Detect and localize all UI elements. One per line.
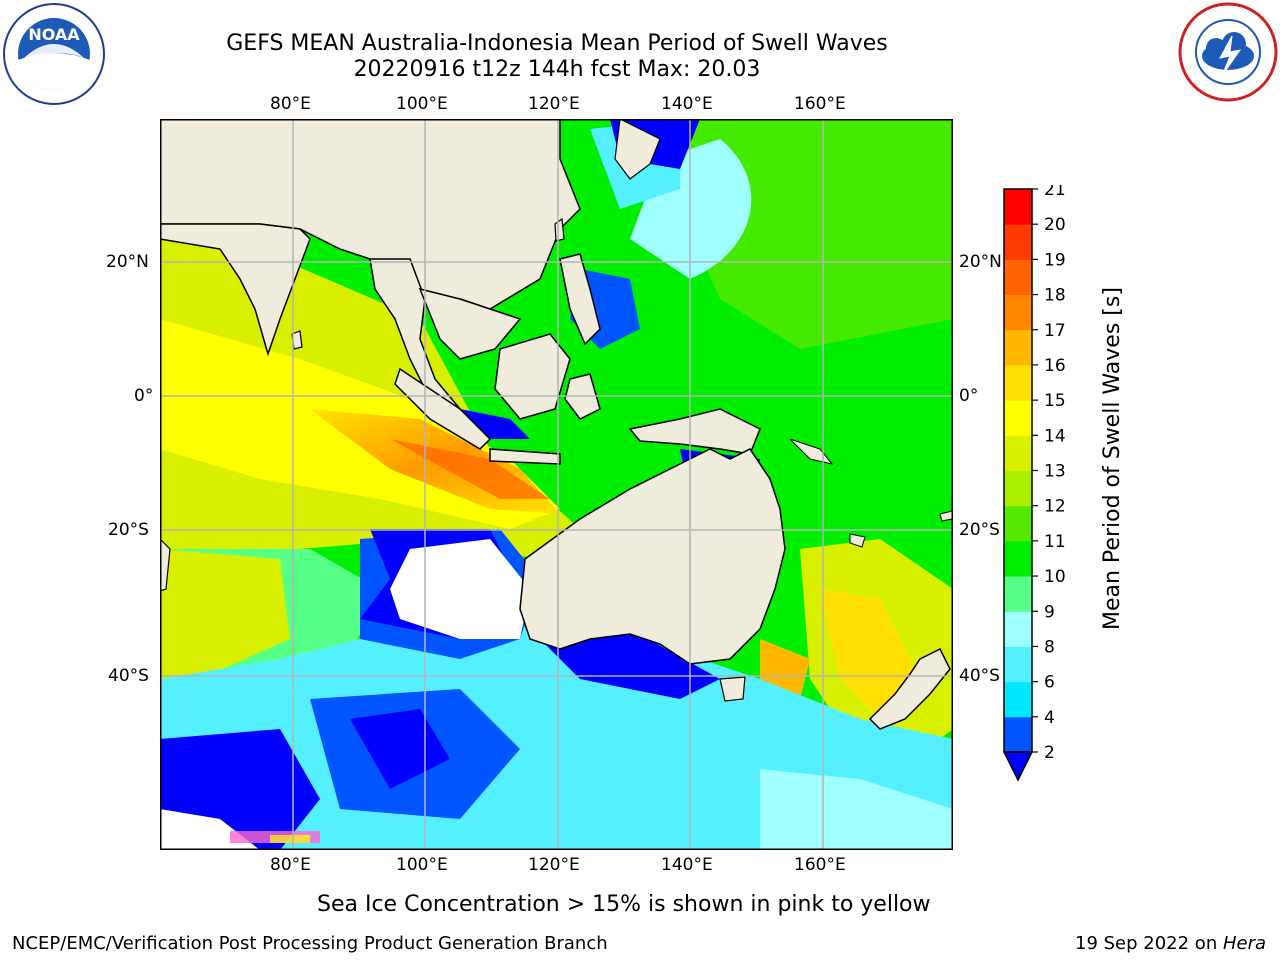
- lat-tick-right-20n: 20°N: [959, 252, 1002, 272]
- colorbar-tick-label: 8: [1044, 637, 1055, 657]
- lat-tick-left-20s: 20°S: [108, 520, 149, 540]
- footer-host: Hera: [1222, 933, 1266, 954]
- colorbar-tick-label: 15: [1044, 391, 1066, 411]
- noaa-logo-icon: NOAA: [2, 2, 106, 106]
- australia-land: [519, 448, 786, 665]
- colorbar-swatch: [1004, 364, 1032, 401]
- lat-tick-right-20s: 20°S: [959, 520, 1000, 540]
- lat-tick-left-20n: 20°N: [106, 252, 149, 272]
- colorbar-swatch: [1004, 189, 1032, 225]
- colorbar-tick-label: 6: [1044, 673, 1055, 693]
- lon-tick-bottom-80e: 80°E: [270, 855, 311, 875]
- colorbar-tick-label: 10: [1044, 567, 1066, 587]
- lon-tick-bottom-140e: 140°E: [661, 855, 713, 875]
- colorbar-tick-label: 4: [1044, 708, 1055, 728]
- lat-tick-right-0: 0°: [959, 386, 979, 406]
- colorbar-tick-label: 12: [1044, 497, 1066, 517]
- colorbar-extend-arrow: [1002, 751, 1034, 782]
- chart-title-line2: 20220916 t12z 144h fcst Max: 20.03: [353, 57, 761, 82]
- colorbar-swatch: [1004, 294, 1032, 331]
- lon-tick-bottom-160e: 160°E: [794, 855, 846, 875]
- nws-logo-icon: [1176, 0, 1280, 104]
- colorbar-tick-label: 2: [1044, 743, 1055, 763]
- colorbar-tick-label: 19: [1044, 250, 1066, 270]
- colorbar-swatch: [1004, 259, 1032, 296]
- sea-ice-note: Sea Ice Concentration > 15% is shown in …: [317, 892, 931, 917]
- lon-tick-top-100e: 100°E: [396, 94, 448, 114]
- colorbar-tick-label: 21: [1044, 185, 1066, 200]
- lat-tick-left-0: 0°: [134, 386, 154, 406]
- colorbar-tick-label: 20: [1044, 215, 1066, 235]
- colorbar-tick-label: 17: [1044, 321, 1066, 341]
- colorbar-swatch: [1004, 646, 1032, 683]
- lon-tick-top-120e: 120°E: [528, 94, 580, 114]
- colorbar-swatch: [1004, 611, 1032, 647]
- lon-tick-top-80e: 80°E: [270, 94, 311, 114]
- swell-period-map: [160, 119, 953, 850]
- colorbar-swatch: [1004, 224, 1032, 260]
- lon-tick-bottom-120e: 120°E: [528, 855, 580, 875]
- colorbar-swatch: [1004, 540, 1032, 577]
- lon-tick-top-140e: 140°E: [661, 94, 713, 114]
- colorbar-tick-label: 16: [1044, 356, 1066, 376]
- footer-date-text: 19 Sep 2022 on: [1075, 933, 1223, 954]
- colorbar-swatch: [1004, 716, 1032, 753]
- colorbar-swatch: [1004, 329, 1032, 366]
- colorbar-tick-label: 11: [1044, 532, 1066, 552]
- footer-producer: NCEP/EMC/Verification Post Processing Pr…: [12, 933, 608, 954]
- map-graticule: [160, 119, 953, 850]
- colorbar-tick-label: 9: [1044, 602, 1055, 622]
- chart-title-line1: GEFS MEAN Australia-Indonesia Mean Perio…: [226, 31, 888, 56]
- colorbar-tick-label: 13: [1044, 462, 1066, 482]
- colorbar-tick-label: 14: [1044, 426, 1066, 446]
- lat-tick-right-40s: 40°S: [959, 666, 1000, 686]
- lon-tick-bottom-100e: 100°E: [396, 855, 448, 875]
- colorbar-swatch: [1004, 681, 1032, 718]
- footer-date: 19 Sep 2022 on Hera: [1075, 933, 1266, 955]
- colorbar-swatch: [1004, 470, 1032, 507]
- colorbar-swatch: [1004, 400, 1032, 436]
- colorbar: 2 4 6 8 9 10 11 12 13 14 15 16 17 18 19 20 21: [1000, 185, 1110, 785]
- noaa-logo-text: NOAA: [28, 25, 80, 44]
- colorbar-swatch: [1004, 576, 1032, 612]
- colorbar-tick-label: 18: [1044, 286, 1066, 306]
- colorbar-label: Mean Period of Swell Waves [s]: [1100, 287, 1125, 630]
- lon-tick-top-160e: 160°E: [794, 94, 846, 114]
- colorbar-swatch: [1004, 505, 1032, 542]
- lat-tick-left-40s: 40°S: [108, 666, 149, 686]
- colorbar-swatch: [1004, 435, 1032, 471]
